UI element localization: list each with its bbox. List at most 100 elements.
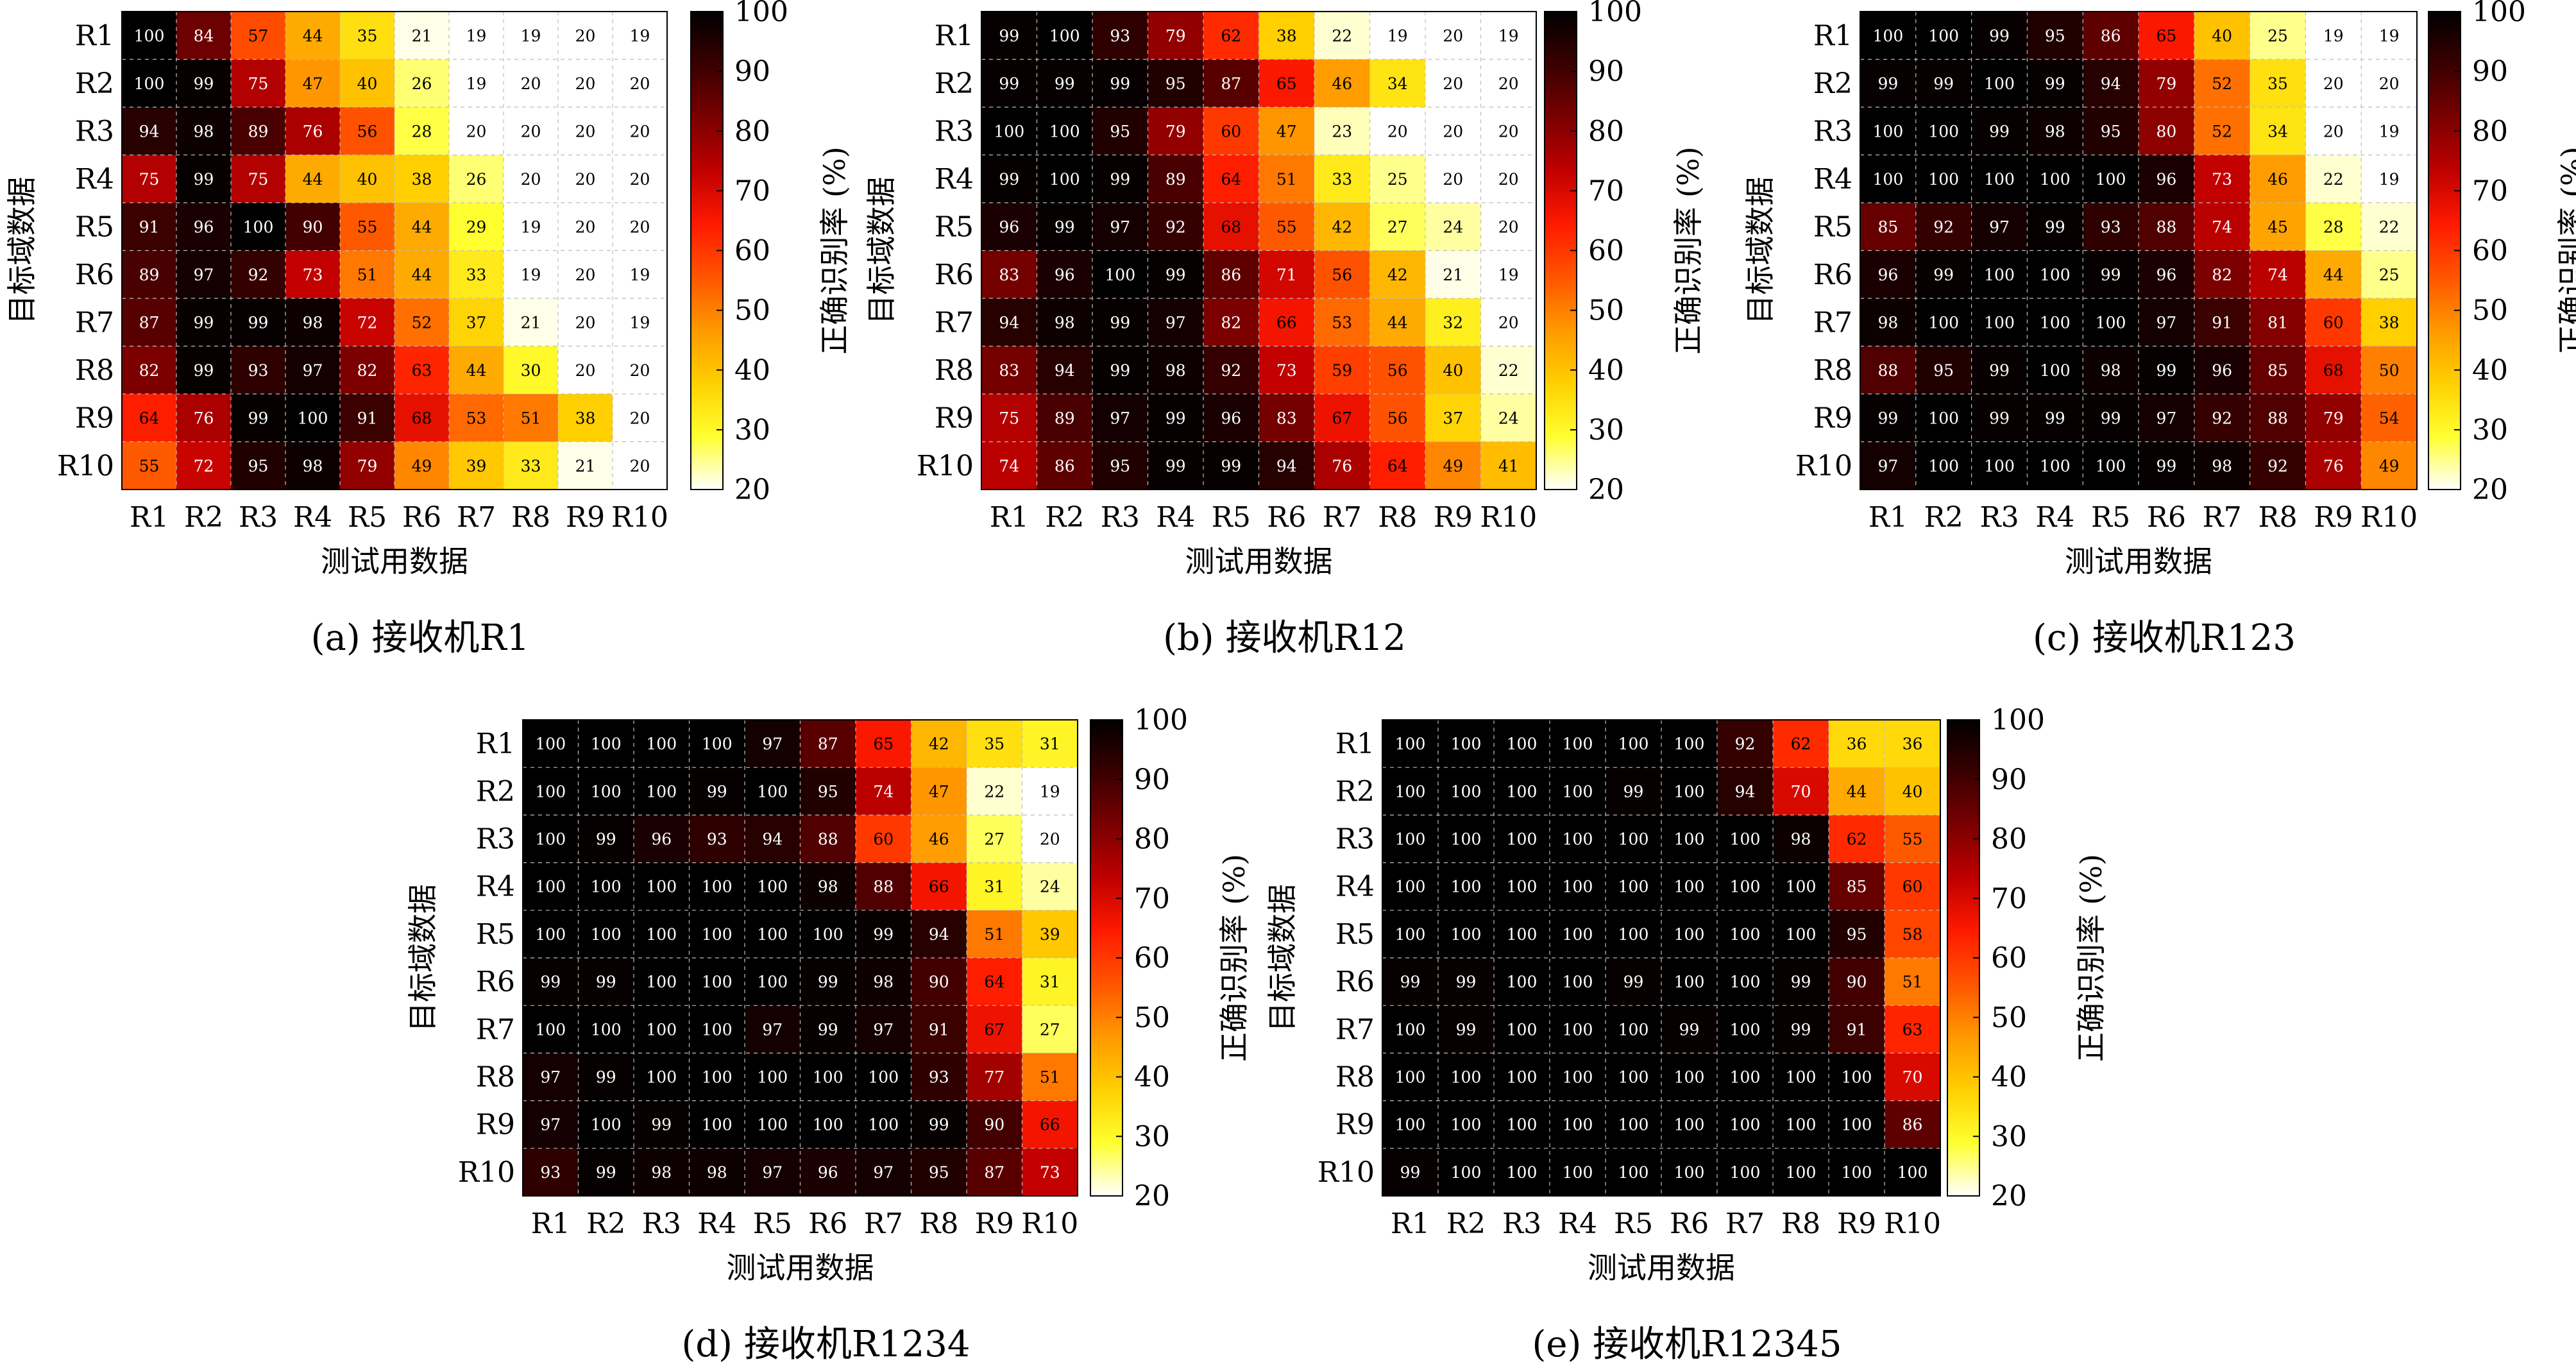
heatmap-cell — [2250, 298, 2306, 347]
heatmap-cell — [1606, 720, 1662, 768]
heatmap-cell — [504, 346, 559, 395]
y-tick-label: R4 — [1813, 163, 1852, 196]
cell-value-label: 97 — [762, 735, 783, 753]
heatmap-cell — [1037, 441, 1093, 490]
colorbar-tick-label: 100 — [734, 0, 788, 28]
y-tick-label: R1 — [1813, 19, 1852, 52]
cell-value-label: 100 — [1730, 1116, 1761, 1134]
cell-value-label: 100 — [1451, 782, 1482, 801]
cell-value-label: 84 — [194, 26, 214, 45]
cell-value-label: 27 — [1040, 1020, 1060, 1039]
cell-value-label: 60 — [873, 830, 894, 849]
x-tick-label: R10 — [2360, 501, 2418, 534]
cell-value-label: 94 — [1276, 457, 1297, 475]
cell-value-label: 99 — [194, 313, 214, 332]
heatmap-cell — [578, 1005, 634, 1053]
y-tick-label: R9 — [476, 1109, 515, 1141]
cell-value-label: 19 — [466, 26, 487, 45]
heatmap-cell — [1369, 441, 1426, 490]
heatmap-cell — [613, 298, 668, 347]
heatmap-cell — [2194, 441, 2251, 490]
cell-value-label: 99 — [596, 830, 616, 849]
heatmap-cell — [1860, 298, 1917, 347]
heatmap-cell — [1314, 155, 1371, 203]
heatmap-cell — [1382, 862, 1439, 911]
x-tick-label: R7 — [864, 1207, 903, 1240]
cell-value-label: 79 — [2156, 74, 2176, 93]
cell-value-label: 68 — [412, 409, 432, 427]
heatmap-cell — [176, 298, 232, 347]
cell-value-label: 81 — [2267, 313, 2288, 332]
heatmap-cell — [122, 12, 177, 60]
heatmap-cell — [1258, 107, 1315, 156]
heatmap-cell — [2083, 394, 2139, 443]
cell-value-label: 85 — [1877, 217, 1898, 236]
heatmap-cell — [1314, 298, 1371, 347]
heatmap-cell — [558, 107, 613, 156]
heatmap-cell — [394, 59, 450, 108]
cell-value-label: 100 — [1842, 1068, 1872, 1087]
subfigure-caption: (e) 接收机R12345 — [1532, 1324, 1842, 1364]
cell-value-label: 20 — [630, 457, 650, 475]
heatmap-cell — [1092, 298, 1149, 347]
heatmap-cell — [2139, 394, 2195, 443]
heatmap-cell — [340, 59, 395, 108]
heatmap-cell — [981, 12, 1038, 60]
cell-value-label: 99 — [1165, 266, 1186, 284]
cell-value-label: 20 — [575, 74, 596, 93]
cell-value-label: 75 — [248, 74, 269, 93]
heatmap-cell — [1971, 12, 2028, 60]
cell-value-label: 100 — [1873, 170, 1904, 189]
colorbar-tick-label: 90 — [1991, 763, 2027, 796]
heatmap-cell — [1438, 958, 1495, 1006]
cell-value-label: 99 — [194, 361, 214, 380]
heatmap-cell — [122, 346, 177, 395]
subfigure-caption: (a) 接收机R1 — [311, 617, 530, 659]
colorbar-tick-label: 30 — [1588, 414, 1624, 447]
y-axis-title: 目标域数据 — [4, 177, 39, 325]
heatmap-cell — [800, 767, 856, 815]
cell-value-label: 47 — [929, 782, 949, 801]
cell-value-label: 96 — [194, 217, 214, 236]
x-tick-label: R8 — [919, 1207, 958, 1240]
cell-value-label: 44 — [412, 217, 432, 236]
cell-value-label: 100 — [813, 1116, 843, 1134]
heatmap-cell — [800, 720, 856, 768]
heatmap-cell — [967, 862, 1023, 911]
y-tick-label: R9 — [1813, 402, 1852, 434]
cell-value-label: 21 — [521, 313, 541, 332]
cell-value-label: 100 — [2096, 313, 2126, 332]
cell-value-label: 51 — [1902, 973, 1923, 991]
heatmap-cell — [1606, 767, 1662, 815]
colorbar-label: 正确识别率 (%) — [1217, 854, 1251, 1062]
x-tick-label: R5 — [2091, 501, 2130, 534]
heatmap-cell — [1606, 862, 1662, 911]
cell-value-label: 93 — [1110, 26, 1130, 45]
cell-value-label: 100 — [2040, 457, 2071, 475]
cell-value-label: 92 — [1221, 361, 1241, 380]
heatmap-cell — [2194, 155, 2251, 203]
heatmap-cell — [967, 958, 1023, 1006]
heatmap-cell — [176, 346, 232, 395]
colorbar-tick-label: 80 — [2472, 115, 2508, 148]
heatmap-cell — [745, 720, 801, 768]
cell-value-label: 82 — [1221, 313, 1241, 332]
heatmap-cell — [689, 910, 745, 959]
cell-value-label: 100 — [1451, 830, 1482, 849]
heatmap-cell — [394, 441, 450, 490]
cell-value-label: 100 — [757, 878, 788, 896]
x-axis-title: 测试用数据 — [1588, 1250, 1735, 1285]
heatmap-cell — [1258, 59, 1315, 108]
heatmap-cell — [1438, 815, 1495, 864]
heatmap-cell — [504, 250, 559, 299]
heatmap-cell — [1438, 1148, 1495, 1197]
cell-value-label: 100 — [646, 1020, 677, 1039]
heatmap-cell — [1606, 1148, 1662, 1197]
heatmap-cell — [1550, 958, 1606, 1006]
heatmap-cell — [2139, 346, 2195, 395]
x-tick-label: R9 — [975, 1207, 1014, 1240]
heatmap-cell — [1860, 107, 1917, 156]
cell-value-label: 100 — [994, 122, 1024, 141]
cell-value-label: 64 — [1387, 457, 1408, 475]
heatmap-cell — [1773, 1148, 1829, 1197]
